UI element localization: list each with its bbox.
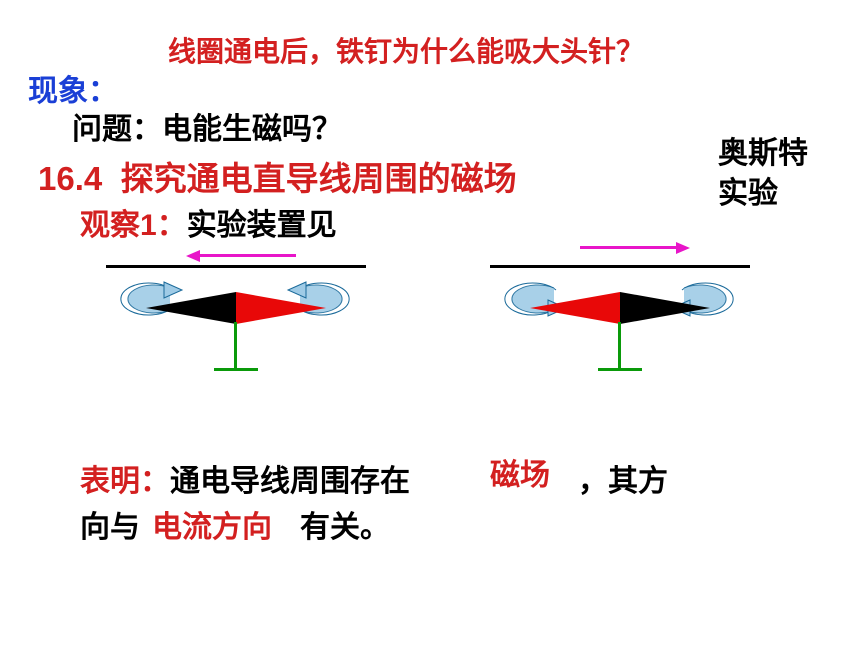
section-title: 探究通电直导线周围的磁场: [121, 160, 517, 197]
text-wenti: 电能生磁吗？: [162, 113, 342, 146]
compass-right: [470, 240, 770, 420]
blank-answer-2: 电流方向: [152, 502, 272, 546]
wire-left: [106, 265, 366, 268]
stand-pole: [618, 322, 621, 370]
stand-base: [598, 368, 642, 371]
title-question: 线圈通电后，铁钉为什么能吸大头针？: [168, 30, 644, 70]
label-wenti: 问题：: [72, 113, 162, 146]
wire-right: [490, 265, 750, 268]
current-arrow-right-icon: [676, 242, 690, 254]
text-guancha: 实验装置见: [187, 209, 337, 242]
label-biaoming: 表明：: [80, 465, 170, 498]
label-guancha: 观察1：: [80, 209, 187, 242]
aosite-line2: 实验: [718, 168, 778, 212]
diagram-area: [0, 240, 860, 430]
conclusion-part1: 通电导线周围存在: [170, 465, 410, 498]
conclusion-part4: 有关。: [300, 502, 390, 546]
stand-pole: [234, 322, 237, 370]
blank-answer-1: 磁场: [490, 450, 550, 494]
stand-base: [214, 368, 258, 371]
section-number: 16.4: [38, 160, 102, 197]
conclusion-part3: 向与: [80, 502, 140, 546]
aosite-line1: 奥斯特: [718, 128, 808, 172]
conclusion-part2: ，其方: [578, 456, 668, 500]
compass-left: [86, 240, 386, 420]
